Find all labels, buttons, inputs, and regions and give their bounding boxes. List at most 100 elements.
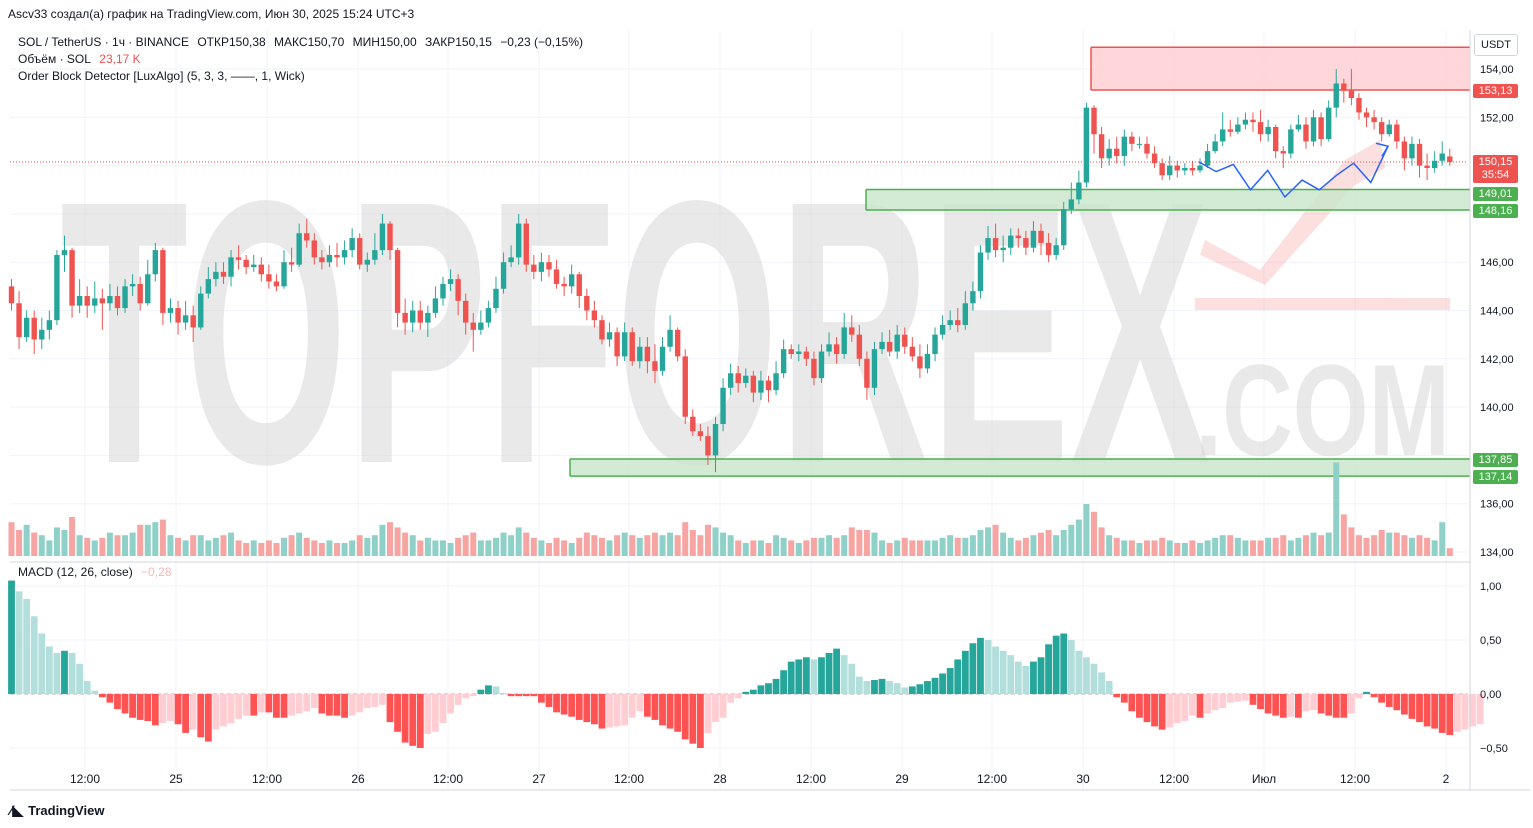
macd-legend[interactable]: MACD (12, 26, close) −0,28	[18, 565, 176, 579]
macd-bar	[174, 694, 182, 725]
volume-bar	[8, 522, 15, 556]
candle-body	[243, 259, 249, 268]
tradingview-brand[interactable]: ⁄◣ TradingView	[10, 802, 104, 819]
candle-body	[1038, 230, 1044, 243]
volume-bar	[190, 535, 197, 556]
volume-bar	[76, 535, 83, 556]
symbol-name[interactable]: SOL / TetherUS · 1ч · BINANCE	[18, 35, 189, 49]
macd-bar	[1204, 694, 1211, 714]
volume-bar	[1355, 535, 1362, 556]
candle-body	[1076, 182, 1082, 200]
countdown-value: 35:54	[1481, 169, 1510, 181]
volume-bar	[894, 540, 901, 556]
macd-bar	[439, 694, 447, 724]
volume-bar	[1325, 532, 1332, 556]
macd-bar	[1310, 694, 1317, 711]
candle-body	[826, 344, 832, 352]
candle-body	[682, 356, 688, 417]
candle-body	[1333, 83, 1339, 108]
bull-ob-low-tag: 148,16	[1473, 204, 1518, 218]
macd-bar	[727, 694, 735, 703]
volume-bar	[773, 535, 780, 556]
macd-bar	[401, 694, 409, 743]
macd-bar	[1105, 681, 1113, 694]
candle-body	[1348, 90, 1355, 98]
volume-bar	[61, 530, 68, 556]
macd-bar	[598, 694, 606, 729]
volume-bar	[636, 537, 643, 556]
candle-body	[947, 320, 953, 325]
candle-body	[107, 296, 113, 304]
macd-bar	[1166, 694, 1174, 728]
candle-body	[1318, 117, 1324, 140]
candle-body	[1363, 112, 1370, 118]
candle-body	[1159, 163, 1165, 176]
candle-body	[1280, 151, 1286, 154]
volume-legend[interactable]: Объём · SOL 23,17 K	[18, 52, 146, 66]
time-axis-label: 12:00	[1340, 772, 1370, 786]
volume-bar	[303, 537, 310, 556]
macd-bar	[689, 694, 697, 744]
candle-body	[523, 223, 529, 265]
macd-bar	[666, 694, 674, 729]
volume-bar	[243, 543, 250, 556]
volume-bar	[387, 522, 393, 556]
candle-body	[970, 291, 976, 304]
candle-body	[1220, 129, 1226, 142]
macd-bar	[326, 694, 333, 716]
volume-bar	[122, 535, 129, 556]
macd-bar	[363, 694, 371, 709]
volume-bar	[432, 540, 439, 556]
volume-bar	[1295, 537, 1302, 556]
macd-bar	[908, 686, 916, 694]
macd-bar	[787, 661, 795, 694]
candle-body	[220, 271, 227, 277]
volume-bar	[810, 537, 817, 556]
macd-bar	[45, 646, 53, 694]
candle-body	[939, 324, 946, 335]
ohlc-high: МАКС150,70	[274, 35, 345, 49]
time-axis-label: 12:00	[1159, 772, 1189, 786]
currency-button[interactable]: USDT	[1474, 34, 1518, 56]
macd-bar	[780, 670, 788, 694]
volume-bar	[349, 540, 356, 556]
tradingview-logo-icon: ⁄◣	[10, 802, 24, 818]
macd-bar	[144, 694, 152, 721]
candle-body	[273, 281, 280, 287]
macd-bar	[76, 663, 84, 694]
symbol-legend[interactable]: SOL / TetherUS · 1ч · BINANCE ОТКР150,38…	[18, 35, 588, 49]
volume-bar	[447, 543, 454, 556]
volume-bar	[114, 535, 121, 556]
candle-body	[1409, 143, 1415, 159]
macd-bar	[159, 694, 167, 724]
volume-bar	[402, 532, 409, 556]
macd-bar	[182, 694, 190, 733]
indicator-legend[interactable]: Order Block Detector [LuxAlgo] (5, 3, 3,…	[18, 69, 310, 83]
candle-body	[8, 286, 15, 304]
candle-body	[765, 380, 772, 391]
candle-body	[818, 351, 825, 379]
candle-body	[697, 431, 704, 437]
macd-bar	[273, 694, 280, 718]
volume-bar	[1439, 522, 1446, 556]
volume-bar	[1272, 537, 1279, 556]
candle-body	[773, 373, 779, 391]
watermark-mark	[1195, 140, 1450, 310]
volume-bar	[417, 540, 424, 556]
macd-bar	[1264, 694, 1272, 714]
volume-bar	[523, 532, 530, 556]
volume-bar	[795, 543, 802, 556]
volume-bar	[144, 524, 151, 556]
candle-body	[425, 312, 431, 323]
candle-body	[1008, 235, 1014, 248]
macd-bar	[924, 681, 931, 694]
volume-bar	[364, 537, 371, 556]
macd-bar	[303, 694, 311, 712]
macd-bar	[1136, 694, 1143, 718]
candle-body	[515, 223, 522, 258]
volume-bar	[962, 537, 969, 556]
macd-bar	[522, 694, 530, 697]
volume-bar	[742, 543, 749, 556]
candle-body	[780, 349, 787, 374]
